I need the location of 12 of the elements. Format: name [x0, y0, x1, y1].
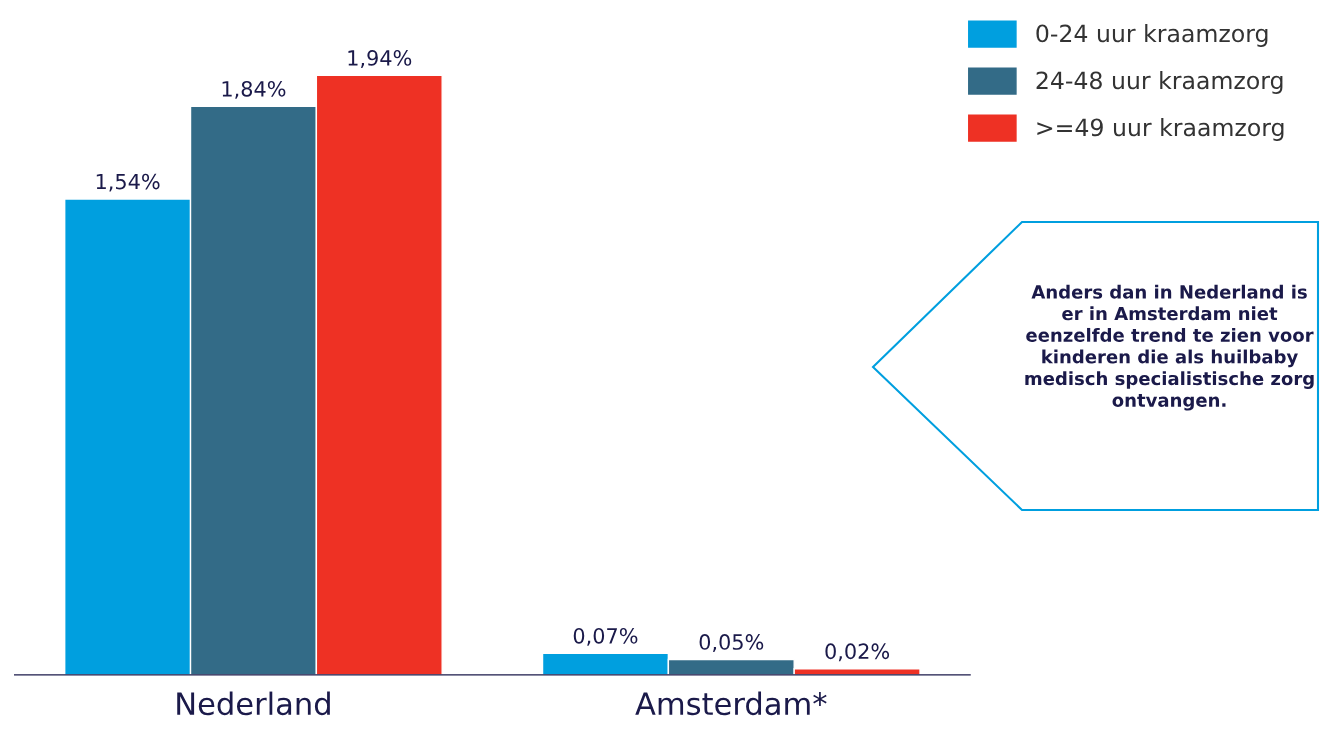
- data-label: 1,84%: [222, 80, 286, 99]
- data-label: 0,05%: [699, 634, 764, 652]
- legend-label: 0-24 uur kraamzorg: [1036, 24, 1268, 47]
- text: Anders dan in Nederland is er in Amsterdam niet eenzelfde trend te zien voor kinderen die als huilbaby medisch specialistische zorg ontvangen.: [1025, 284, 1314, 411]
- x-tick-label: Nederland: [177, 691, 330, 716]
- data-label: 0,07%: [573, 627, 638, 646]
- x-tick-label: Amsterdam*: [635, 691, 827, 716]
- data-label: 0,02%: [825, 643, 890, 662]
- data-label: 1,94%: [348, 50, 412, 68]
- data-label: 1,54%: [96, 173, 160, 192]
- legend-label: >=49 uur kraamzorg: [1037, 118, 1284, 141]
- legend-label: 24-48 uur kraamzorg: [1036, 71, 1283, 94]
